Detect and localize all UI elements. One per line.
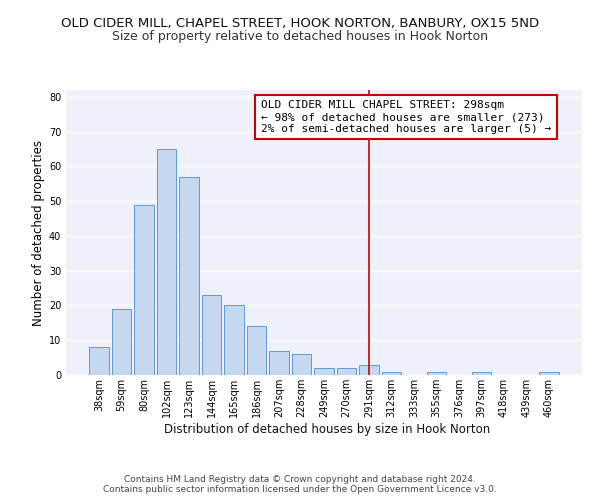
Bar bbox=[134, 204, 154, 375]
Text: Contains HM Land Registry data © Crown copyright and database right 2024.
Contai: Contains HM Land Registry data © Crown c… bbox=[103, 474, 497, 494]
Bar bbox=[89, 347, 109, 375]
Bar bbox=[247, 326, 266, 375]
Bar bbox=[202, 295, 221, 375]
Bar bbox=[314, 368, 334, 375]
Bar bbox=[112, 309, 131, 375]
Text: OLD CIDER MILL, CHAPEL STREET, HOOK NORTON, BANBURY, OX15 5ND: OLD CIDER MILL, CHAPEL STREET, HOOK NORT… bbox=[61, 18, 539, 30]
Bar bbox=[472, 372, 491, 375]
Bar bbox=[224, 306, 244, 375]
Bar bbox=[157, 149, 176, 375]
Text: OLD CIDER MILL CHAPEL STREET: 298sqm
← 98% of detached houses are smaller (273)
: OLD CIDER MILL CHAPEL STREET: 298sqm ← 9… bbox=[261, 100, 551, 134]
Bar bbox=[382, 372, 401, 375]
Bar bbox=[292, 354, 311, 375]
Bar bbox=[269, 350, 289, 375]
Bar bbox=[539, 372, 559, 375]
Bar bbox=[427, 372, 446, 375]
Y-axis label: Number of detached properties: Number of detached properties bbox=[32, 140, 44, 326]
Bar bbox=[179, 177, 199, 375]
Bar bbox=[359, 364, 379, 375]
Text: Size of property relative to detached houses in Hook Norton: Size of property relative to detached ho… bbox=[112, 30, 488, 43]
Text: Distribution of detached houses by size in Hook Norton: Distribution of detached houses by size … bbox=[164, 422, 490, 436]
Bar bbox=[337, 368, 356, 375]
